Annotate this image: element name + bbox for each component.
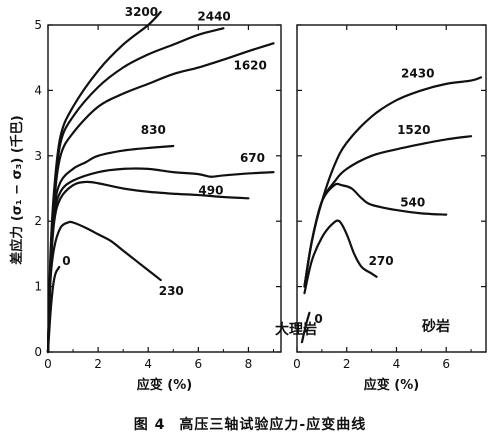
series-line-3200 [46, 10, 162, 354]
series-label-1520: 1520 [397, 123, 430, 137]
series-label-830: 830 [141, 123, 166, 137]
panel-label: 砂岩 [421, 318, 450, 335]
series-line-830 [46, 144, 175, 354]
series-label-230: 230 [159, 284, 184, 298]
series-line-0 [300, 311, 311, 344]
x-axis-label: 应变 (%) [137, 377, 192, 393]
series-line-540 [303, 182, 448, 288]
x-tick-label: 2 [343, 357, 351, 371]
series-label-0: 0 [314, 312, 322, 326]
series-label-2440: 2440 [197, 9, 230, 23]
figure-number: 图 4 [133, 417, 166, 433]
y-tick-label: 1 [34, 280, 42, 294]
series-line-670 [46, 167, 275, 354]
figure-caption: 图 4 高压三轴试验应力-应变曲线 [0, 414, 500, 434]
x-tick-label: 6 [195, 357, 203, 371]
plot-frame [296, 24, 487, 353]
x-axis-label: 应变 (%) [364, 377, 419, 393]
y-tick-label: 4 [34, 83, 42, 97]
x-tick-label: 4 [144, 357, 152, 371]
x-tick-label: 0 [44, 357, 52, 371]
series-line-230 [46, 220, 162, 354]
y-tick-label: 2 [34, 214, 42, 228]
series-label-670: 670 [240, 151, 265, 165]
x-tick-label: 6 [442, 357, 450, 371]
series-line-0 [46, 265, 61, 354]
series-label-490: 490 [198, 183, 223, 197]
x-tick-label: 8 [245, 357, 253, 371]
series-line-270 [303, 219, 378, 295]
y-tick-label: 5 [34, 18, 42, 32]
series-line-490 [46, 180, 250, 354]
series-label-270: 270 [369, 254, 394, 268]
y-tick-label: 0 [34, 345, 42, 359]
plot-frame [47, 24, 282, 353]
x-tick-label: 0 [293, 357, 301, 371]
x-tick-label: 2 [94, 357, 102, 371]
series-label-3200: 3200 [125, 5, 158, 19]
figure-title: 高压三轴试验应力-应变曲线 [179, 417, 367, 433]
panel-label: 大理岩 [275, 321, 317, 338]
y-tick-label: 3 [34, 149, 42, 163]
panel-marble: 0 2 4 6 8 0 1 2 3 4 5 3200 2440 1620 830 670 490 230 0 大理岩应… [34, 5, 317, 393]
series-label-0: 0 [62, 254, 70, 268]
x-tick-label: 4 [393, 357, 401, 371]
series-label-1620: 1620 [233, 58, 266, 72]
series-label-540: 540 [400, 196, 425, 210]
series-label-2430: 2430 [401, 66, 434, 80]
y-axis-label: 差应力 (σ₁ − σ₃) (千巴) [9, 115, 25, 264]
